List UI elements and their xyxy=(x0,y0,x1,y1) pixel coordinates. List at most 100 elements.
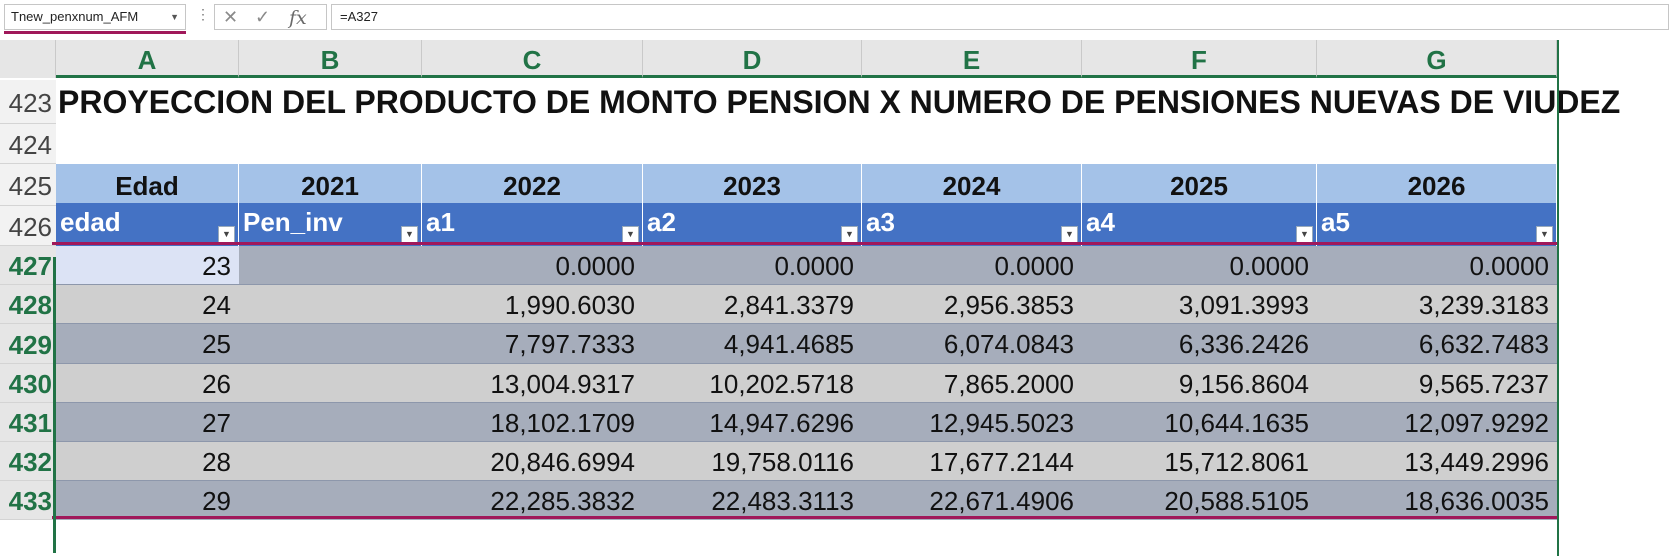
table-cell[interactable]: 27 xyxy=(56,403,239,442)
row-header-428[interactable]: 428 xyxy=(0,285,56,324)
column-selection-edge xyxy=(1557,40,1559,556)
table-cell[interactable]: 9,156.8604 xyxy=(1082,364,1317,403)
column-header-g[interactable]: G xyxy=(1317,40,1557,78)
table-cell[interactable]: 12,097.9292 xyxy=(1317,403,1557,442)
table-cell[interactable]: 13,004.9317 xyxy=(422,364,643,403)
table-cell[interactable]: 6,074.0843 xyxy=(862,324,1082,364)
more-options-icon[interactable]: ⋮ xyxy=(196,6,210,22)
column-header-d[interactable]: D xyxy=(643,40,862,78)
year-header-cell[interactable]: 2023 xyxy=(643,164,862,206)
row-header-427[interactable]: 427 xyxy=(0,246,56,285)
table-cell[interactable]: 0.0000 xyxy=(422,246,643,285)
row-header-426[interactable]: 426 xyxy=(0,206,56,246)
row-header-432[interactable]: 432 xyxy=(0,442,56,481)
year-header-cell[interactable]: Edad xyxy=(56,164,239,206)
table-cell[interactable]: 0.0000 xyxy=(862,246,1082,285)
column-header-a[interactable]: A xyxy=(56,40,239,78)
table-cell[interactable]: 18,636.0035 xyxy=(1317,481,1557,520)
table-header-cell[interactable]: a4 ▼ xyxy=(1082,203,1317,246)
formula-input[interactable]: =A327 xyxy=(331,4,1669,30)
table-cell[interactable]: 3,239.3183 xyxy=(1317,285,1557,324)
table-cell[interactable]: 3,091.3993 xyxy=(1082,285,1317,324)
table-cell[interactable] xyxy=(239,285,422,324)
table-cell[interactable] xyxy=(239,481,422,520)
table-cell[interactable]: 22,483.3113 xyxy=(643,481,862,520)
filter-dropdown-icon[interactable]: ▼ xyxy=(1536,226,1553,243)
table-header-cell[interactable]: a3 ▼ xyxy=(862,203,1082,246)
table-cell[interactable]: 0.0000 xyxy=(1082,246,1317,285)
table-cell[interactable] xyxy=(239,324,422,364)
column-header-c[interactable]: C xyxy=(422,40,643,78)
table-cell[interactable]: 2,956.3853 xyxy=(862,285,1082,324)
select-all-corner[interactable] xyxy=(0,40,56,78)
cancel-icon[interactable]: ✕ xyxy=(223,7,239,27)
table-cell[interactable]: 20,846.6994 xyxy=(422,442,643,481)
table-cell[interactable]: 29 xyxy=(56,481,239,520)
filter-dropdown-icon[interactable]: ▼ xyxy=(1296,226,1313,243)
table-cell[interactable]: 12,945.5023 xyxy=(862,403,1082,442)
year-header-cell[interactable]: 2025 xyxy=(1082,164,1317,206)
sheet-title[interactable]: PROYECCION DEL PRODUCTO DE MONTO PENSION… xyxy=(58,84,1621,120)
table-cell[interactable]: 9,565.7237 xyxy=(1317,364,1557,403)
table-cell[interactable] xyxy=(239,246,422,285)
table-cell[interactable]: 19,758.0116 xyxy=(643,442,862,481)
table-cell[interactable]: 10,644.1635 xyxy=(1082,403,1317,442)
filter-dropdown-icon[interactable]: ▼ xyxy=(401,226,418,243)
table-cell[interactable] xyxy=(239,364,422,403)
table-cell[interactable]: 20,588.5105 xyxy=(1082,481,1317,520)
table-header-cell[interactable]: a5 ▼ xyxy=(1317,203,1557,246)
filter-dropdown-icon[interactable]: ▼ xyxy=(1061,226,1078,243)
chevron-down-icon[interactable]: ▼ xyxy=(170,12,179,22)
table-cell[interactable]: 6,336.2426 xyxy=(1082,324,1317,364)
row-header-423[interactable]: 423 xyxy=(0,80,56,124)
column-header-b[interactable]: B xyxy=(239,40,422,78)
row-header-433[interactable]: 433 xyxy=(0,481,56,520)
table-cell[interactable]: 4,941.4685 xyxy=(643,324,862,364)
table-cell[interactable]: 28 xyxy=(56,442,239,481)
table-cell[interactable]: 24 xyxy=(56,285,239,324)
table-cell[interactable]: 2,841.3379 xyxy=(643,285,862,324)
table-header-cell[interactable]: edad ▼ xyxy=(56,203,239,246)
row-header-429[interactable]: 429 xyxy=(0,324,56,364)
year-header-cell[interactable]: 2026 xyxy=(1317,164,1557,206)
table-border-top xyxy=(52,242,1558,245)
year-header-cell[interactable]: 2024 xyxy=(862,164,1082,206)
filter-dropdown-icon[interactable]: ▼ xyxy=(622,226,639,243)
table-cell[interactable]: 10,202.5718 xyxy=(643,364,862,403)
table-header-cell[interactable]: a1 ▼ xyxy=(422,203,643,246)
filter-dropdown-icon[interactable]: ▼ xyxy=(218,226,235,243)
column-header-f[interactable]: F xyxy=(1082,40,1317,78)
table-cell[interactable] xyxy=(239,403,422,442)
row-header-430[interactable]: 430 xyxy=(0,364,56,403)
table-cell[interactable]: 18,102.1709 xyxy=(422,403,643,442)
table-cell[interactable]: 14,947.6296 xyxy=(643,403,862,442)
table-cell[interactable]: 17,677.2144 xyxy=(862,442,1082,481)
enter-icon[interactable]: ✓ xyxy=(255,7,271,27)
table-cell[interactable]: 22,285.3832 xyxy=(422,481,643,520)
name-box[interactable]: Tnew_penxnum_AFM ▼ xyxy=(4,4,186,30)
table-cell[interactable]: 0.0000 xyxy=(1317,246,1557,285)
table-header-cell[interactable]: a2 ▼ xyxy=(643,203,862,246)
table-cell[interactable]: 26 xyxy=(56,364,239,403)
row-header-431[interactable]: 431 xyxy=(0,403,56,442)
table-header-label: a2 xyxy=(647,207,676,237)
table-cell[interactable]: 7,865.2000 xyxy=(862,364,1082,403)
table-cell[interactable]: 13,449.2996 xyxy=(1317,442,1557,481)
table-cell[interactable]: 6,632.7483 xyxy=(1317,324,1557,364)
column-header-e[interactable]: E xyxy=(862,40,1082,78)
table-cell[interactable]: 0.0000 xyxy=(643,246,862,285)
table-cell[interactable]: 15,712.8061 xyxy=(1082,442,1317,481)
table-cell[interactable]: 1,990.6030 xyxy=(422,285,643,324)
table-cell[interactable] xyxy=(239,442,422,481)
year-header-cell[interactable]: 2022 xyxy=(422,164,643,206)
insert-function-icon[interactable]: fx xyxy=(289,7,307,29)
filter-dropdown-icon[interactable]: ▼ xyxy=(841,226,858,243)
table-cell[interactable]: 7,797.7333 xyxy=(422,324,643,364)
table-cell[interactable]: 25 xyxy=(56,324,239,364)
row-header-424[interactable]: 424 xyxy=(0,124,56,164)
table-cell[interactable]: 22,671.4906 xyxy=(862,481,1082,520)
row-header-425[interactable]: 425 xyxy=(0,164,56,206)
year-header-cell[interactable]: 2021 xyxy=(239,164,422,206)
table-header-cell[interactable]: Pen_inv ▼ xyxy=(239,203,422,246)
table-cell-active[interactable]: 23 xyxy=(56,246,239,285)
